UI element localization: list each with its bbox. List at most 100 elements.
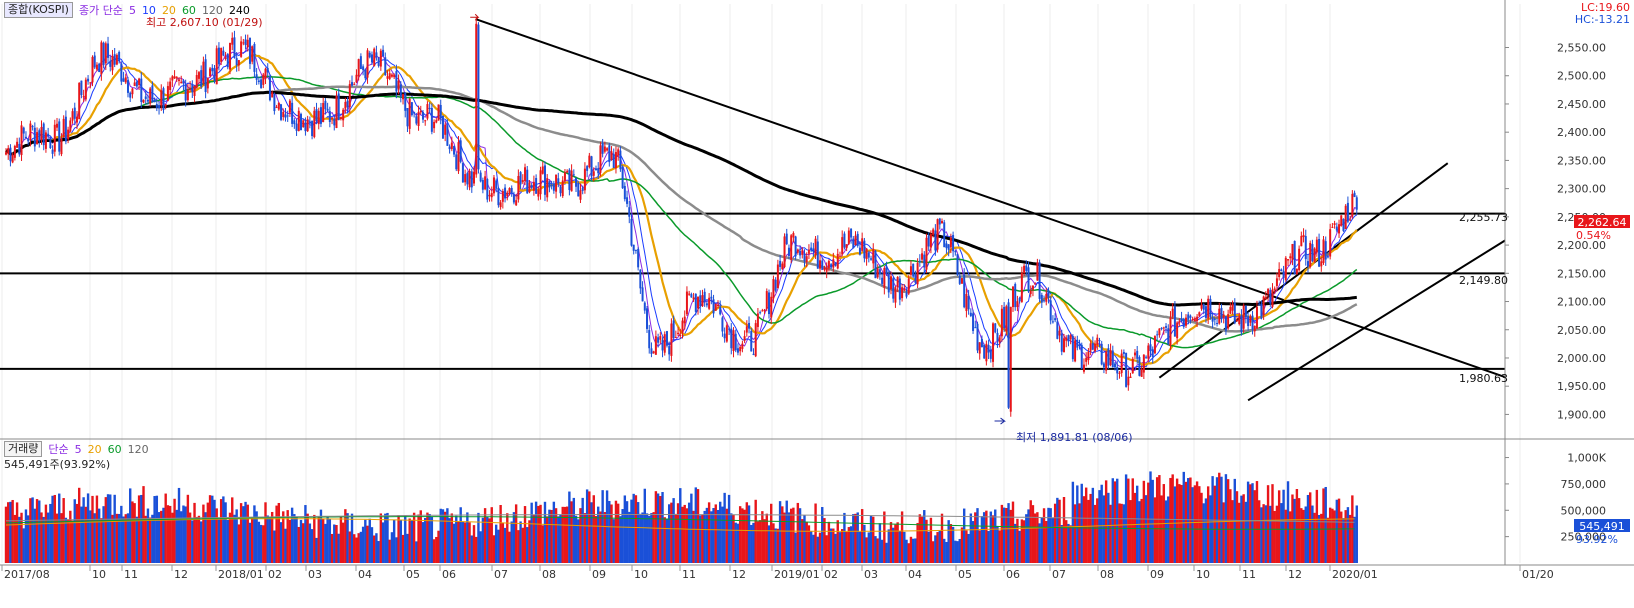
volume-bar: [1180, 484, 1183, 563]
candle: [994, 323, 997, 333]
volume-bar: [1331, 508, 1334, 563]
volume-bar: [390, 532, 394, 563]
volume-bar: [228, 512, 232, 563]
volume-bar: [663, 517, 666, 563]
volume-bar: [277, 502, 281, 563]
volume-bar: [1309, 492, 1312, 563]
volume-bar: [592, 495, 595, 563]
candle: [1173, 306, 1176, 337]
candle: [603, 146, 606, 152]
candle: [606, 148, 609, 151]
low-marker-arrow: [994, 417, 1007, 425]
volume-bar: [594, 516, 598, 563]
candle: [120, 63, 123, 82]
candle: [200, 70, 203, 87]
volume-bar: [20, 512, 23, 563]
volume-bar: [1058, 499, 1061, 563]
volume-bar: [801, 519, 804, 563]
candle: [1098, 340, 1101, 342]
vma60-label[interactable]: 60: [107, 442, 122, 456]
candle: [366, 50, 369, 78]
y-tick-label: 2,050.00: [1557, 324, 1606, 337]
volume-bar: [554, 508, 558, 563]
volume-bar: [219, 499, 223, 563]
volume-legend: 거래량 단순 5 20 60 120: [4, 441, 149, 457]
candle: [1147, 345, 1150, 359]
volume-bar: [488, 518, 491, 563]
candle: [384, 57, 387, 76]
candle: [319, 107, 322, 124]
volume-bar: [215, 508, 218, 563]
volume-bar: [177, 487, 181, 563]
ma10-label[interactable]: 10: [141, 3, 156, 17]
vma120-label[interactable]: 120: [127, 442, 149, 456]
ma20-label[interactable]: 20: [161, 3, 176, 17]
candle: [1196, 316, 1199, 321]
hline-label-2: 2,149.80: [1459, 274, 1508, 287]
ma60-label[interactable]: 60: [181, 3, 196, 17]
volume-bar: [834, 533, 837, 563]
candle: [557, 178, 560, 184]
candle: [468, 171, 471, 188]
candle: [907, 278, 910, 294]
volume-bar: [1140, 498, 1143, 563]
candle: [1211, 316, 1214, 322]
vma5-label[interactable]: 5: [74, 442, 82, 456]
candle: [206, 78, 209, 89]
volume-bar: [727, 494, 731, 563]
volume-bar: [426, 512, 429, 563]
candle: [204, 59, 207, 93]
volume-bar: [104, 497, 108, 563]
candle: [248, 38, 251, 64]
volume-bar: [450, 513, 454, 563]
ma240-label[interactable]: 240: [228, 3, 250, 17]
volume-bar: [1328, 507, 1332, 563]
volume-bar: [1286, 481, 1290, 563]
candle: [346, 100, 349, 108]
volume-selector[interactable]: 거래량: [4, 441, 43, 457]
volume-bar: [1175, 478, 1179, 563]
volume-bar: [1047, 507, 1050, 563]
candle: [49, 137, 52, 149]
candle: [1280, 269, 1283, 272]
volume-bar: [778, 501, 782, 563]
candle: [33, 127, 36, 147]
volume-bar: [446, 508, 449, 563]
volume-bar: [1038, 523, 1041, 563]
ma120-label[interactable]: 120: [201, 3, 223, 17]
candle: [665, 331, 668, 346]
candle: [428, 107, 431, 109]
volume-bar: [916, 522, 919, 563]
volume-bar: [38, 500, 41, 563]
volume-bar: [947, 520, 950, 563]
volume-bar: [969, 513, 973, 563]
volume-bar: [927, 531, 930, 563]
volume-bar: [510, 521, 513, 563]
volume-bar: [4, 506, 8, 563]
price-legend: 종합(KOSPI) 종가 단순 5 10 20 60 120 240: [4, 2, 250, 18]
volume-bar: [133, 503, 136, 563]
candle: [124, 77, 127, 83]
volume-bar: [681, 506, 684, 563]
candle: [308, 121, 311, 123]
volume-bar: [222, 496, 225, 563]
candle: [95, 64, 98, 70]
volume-bar: [1211, 476, 1214, 563]
volume-bar: [1122, 504, 1126, 563]
symbol-selector[interactable]: 종합(KOSPI): [4, 2, 73, 18]
x-tick-label: 2019/01: [774, 568, 820, 581]
y-tick-label: 2,150.00: [1557, 267, 1606, 280]
ma5-label[interactable]: 5: [128, 3, 136, 17]
vma20-label[interactable]: 20: [87, 442, 102, 456]
volume-ma120-line: [5, 514, 1355, 523]
candle: [736, 348, 739, 353]
candle: [661, 339, 664, 351]
volume-bar: [503, 527, 507, 563]
candle: [916, 263, 919, 285]
candle: [807, 249, 810, 254]
volume-bar: [1242, 494, 1245, 563]
candle: [31, 126, 34, 128]
volume-bar: [865, 537, 868, 563]
candle: [1029, 290, 1032, 294]
